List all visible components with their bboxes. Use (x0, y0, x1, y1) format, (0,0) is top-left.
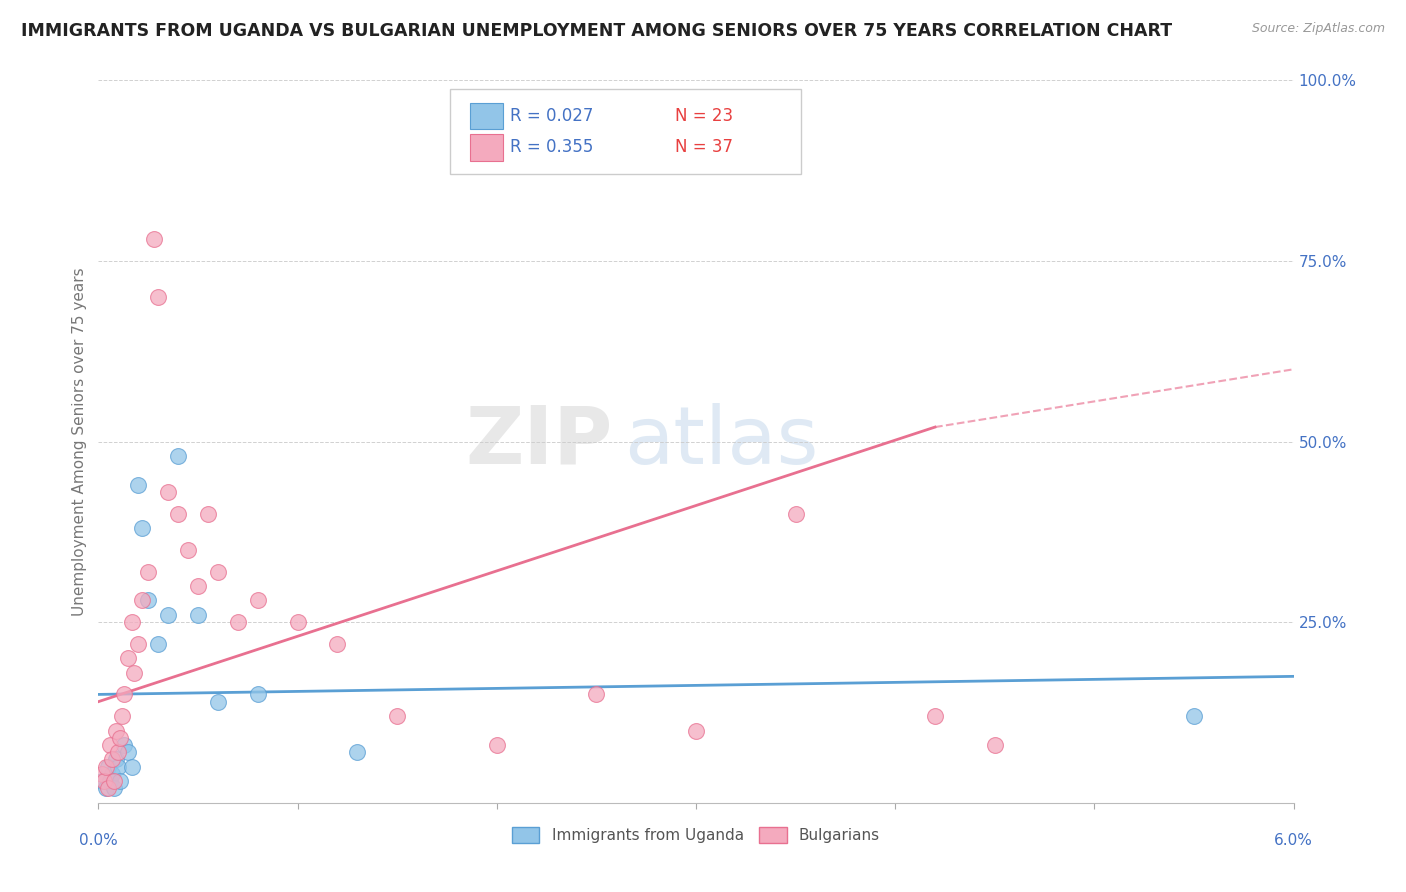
Point (98, 774, 122, 789)
Point (101, 752, 124, 766)
Point (131, 593, 153, 607)
Point (101, 767, 124, 781)
Point (187, 579, 209, 593)
Point (1182, 709, 1205, 723)
Point (91, 774, 114, 789)
Y-axis label: Unemployment Among Seniors over 75 years: Unemployment Among Seniors over 75 years (72, 268, 87, 615)
Point (984, 738, 1007, 752)
Point (127, 637, 149, 651)
Point (187, 607, 209, 622)
Text: ZIP: ZIP (465, 402, 613, 481)
Point (207, 695, 229, 709)
Point (98, 738, 122, 752)
Point (924, 709, 946, 723)
Point (103, 781, 125, 796)
Point (117, 651, 139, 665)
Point (197, 507, 219, 521)
Point (105, 752, 128, 766)
Text: N = 37: N = 37 (675, 138, 733, 156)
Text: R = 0.355: R = 0.355 (510, 138, 593, 156)
Point (124, 665, 146, 680)
Point (97, 760, 120, 774)
Point (112, 738, 135, 752)
Point (157, 607, 180, 622)
Point (148, 290, 170, 304)
Point (121, 615, 143, 630)
Legend: Immigrants from Uganda, Bulgarians: Immigrants from Uganda, Bulgarians (506, 822, 886, 849)
Text: Source: ZipAtlas.com: Source: ZipAtlas.com (1251, 22, 1385, 36)
Point (167, 449, 190, 463)
Point (207, 565, 229, 579)
Point (91, 767, 114, 781)
Point (167, 507, 190, 521)
Point (346, 745, 368, 759)
Point (127, 478, 149, 492)
Point (177, 542, 200, 557)
Point (111, 709, 134, 723)
Text: IMMIGRANTS FROM UGANDA VS BULGARIAN UNEMPLOYMENT AMONG SENIORS OVER 75 YEARS COR: IMMIGRANTS FROM UGANDA VS BULGARIAN UNEM… (21, 22, 1173, 40)
Point (105, 723, 128, 738)
Text: 6.0%: 6.0% (1274, 833, 1313, 848)
Point (485, 738, 508, 752)
Point (585, 687, 607, 701)
Point (131, 521, 153, 535)
Point (287, 615, 309, 630)
Point (107, 745, 129, 759)
Point (685, 723, 707, 738)
Point (136, 593, 159, 607)
Point (107, 760, 129, 774)
Point (97, 781, 120, 796)
Text: R = 0.027: R = 0.027 (510, 107, 593, 125)
Point (103, 774, 125, 789)
Point (326, 637, 349, 651)
Text: 0.0%: 0.0% (79, 833, 118, 848)
Point (110, 731, 132, 745)
Point (226, 615, 249, 630)
Point (785, 507, 807, 521)
Text: atlas: atlas (624, 402, 818, 481)
Point (110, 774, 132, 789)
Point (117, 745, 139, 759)
Text: N = 23: N = 23 (675, 107, 733, 125)
Point (148, 637, 170, 651)
Point (96, 781, 118, 796)
Point (246, 687, 269, 701)
Point (143, 232, 166, 246)
Point (157, 485, 180, 500)
Point (121, 760, 143, 774)
Point (136, 565, 159, 579)
Point (93, 774, 115, 789)
Point (385, 709, 409, 723)
Point (96, 760, 118, 774)
Point (246, 593, 269, 607)
Point (112, 687, 135, 701)
